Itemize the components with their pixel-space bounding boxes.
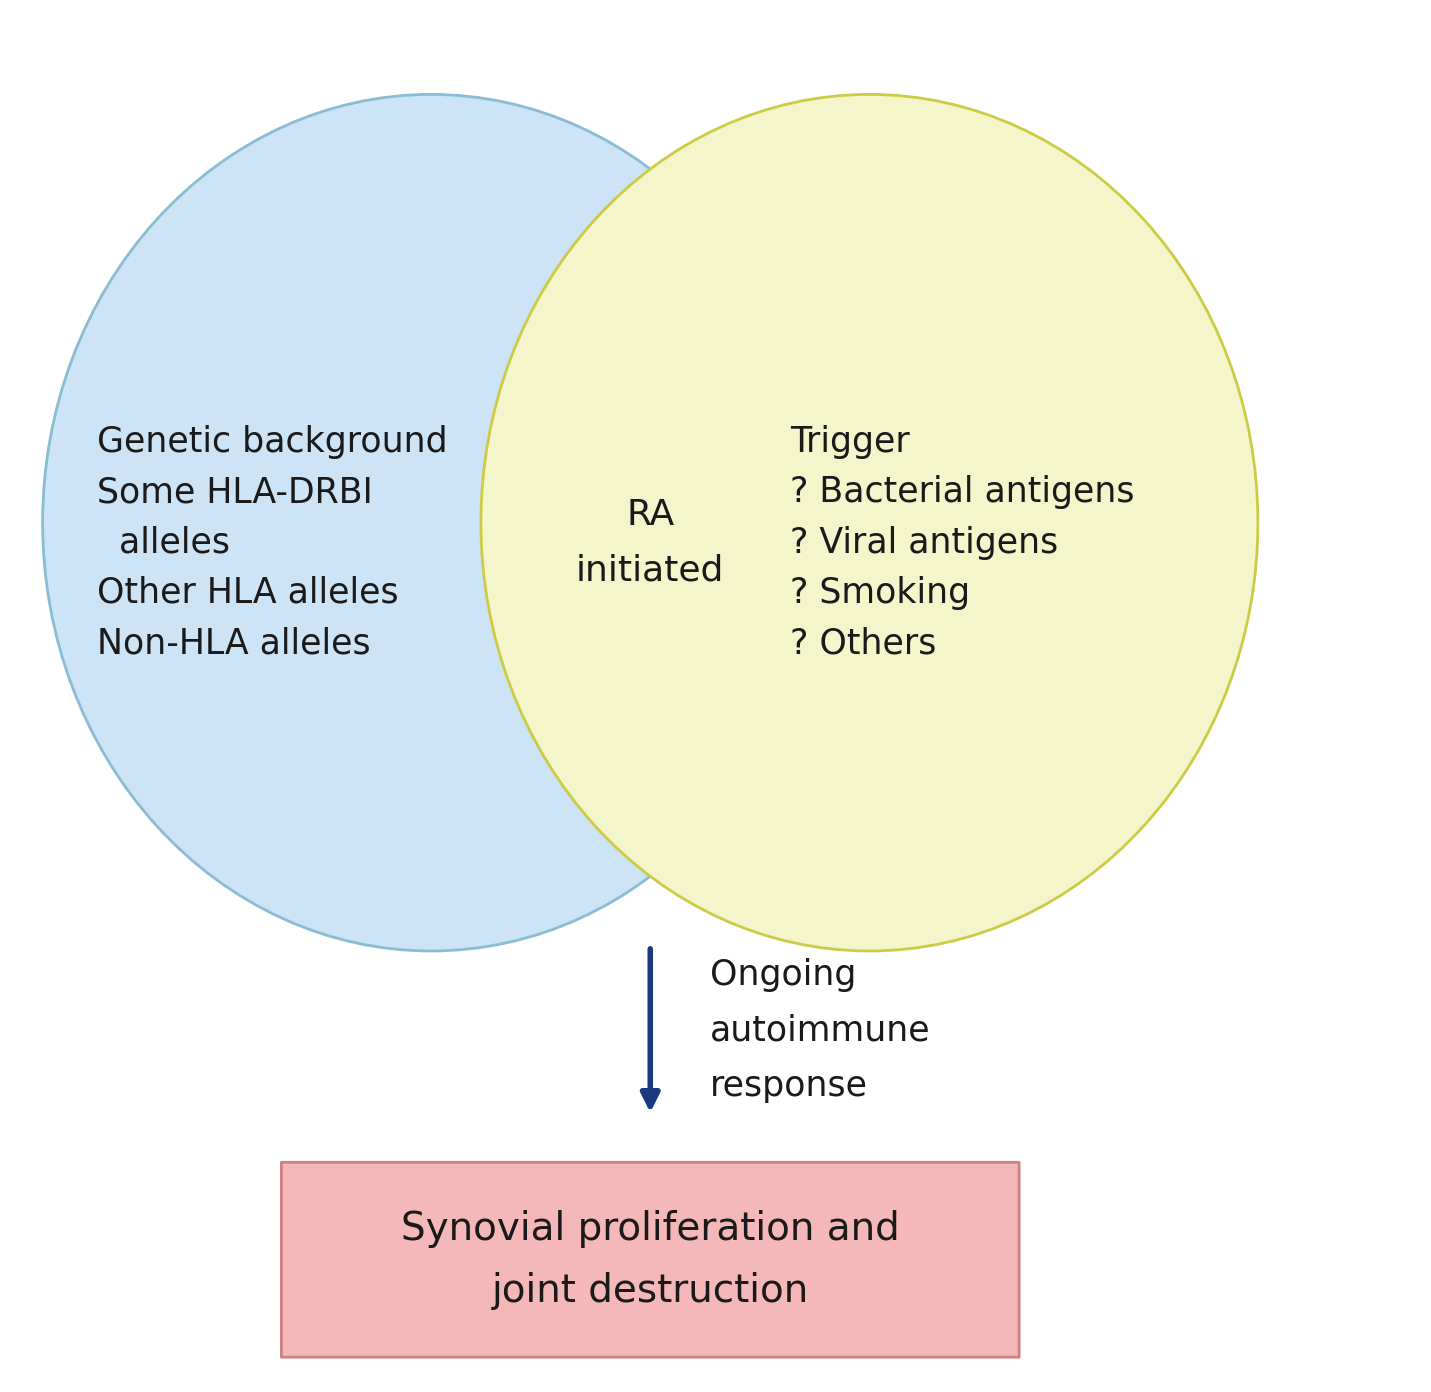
Text: RA
initiated: RA initiated	[577, 498, 724, 587]
Ellipse shape	[43, 95, 820, 951]
FancyBboxPatch shape	[282, 1162, 1019, 1357]
Text: Genetic background
Some HLA-DRBI
  alleles
Other HLA alleles
Non-HLA alleles: Genetic background Some HLA-DRBI alleles…	[97, 425, 448, 660]
Ellipse shape	[481, 95, 1258, 951]
Text: Ongoing
autoimmune
response: Ongoing autoimmune response	[710, 958, 930, 1104]
Text: Trigger
? Bacterial antigens
? Viral antigens
? Smoking
? Others: Trigger ? Bacterial antigens ? Viral ant…	[790, 425, 1135, 660]
Text: Synovial proliferation and
joint destruction: Synovial proliferation and joint destruc…	[401, 1210, 900, 1310]
